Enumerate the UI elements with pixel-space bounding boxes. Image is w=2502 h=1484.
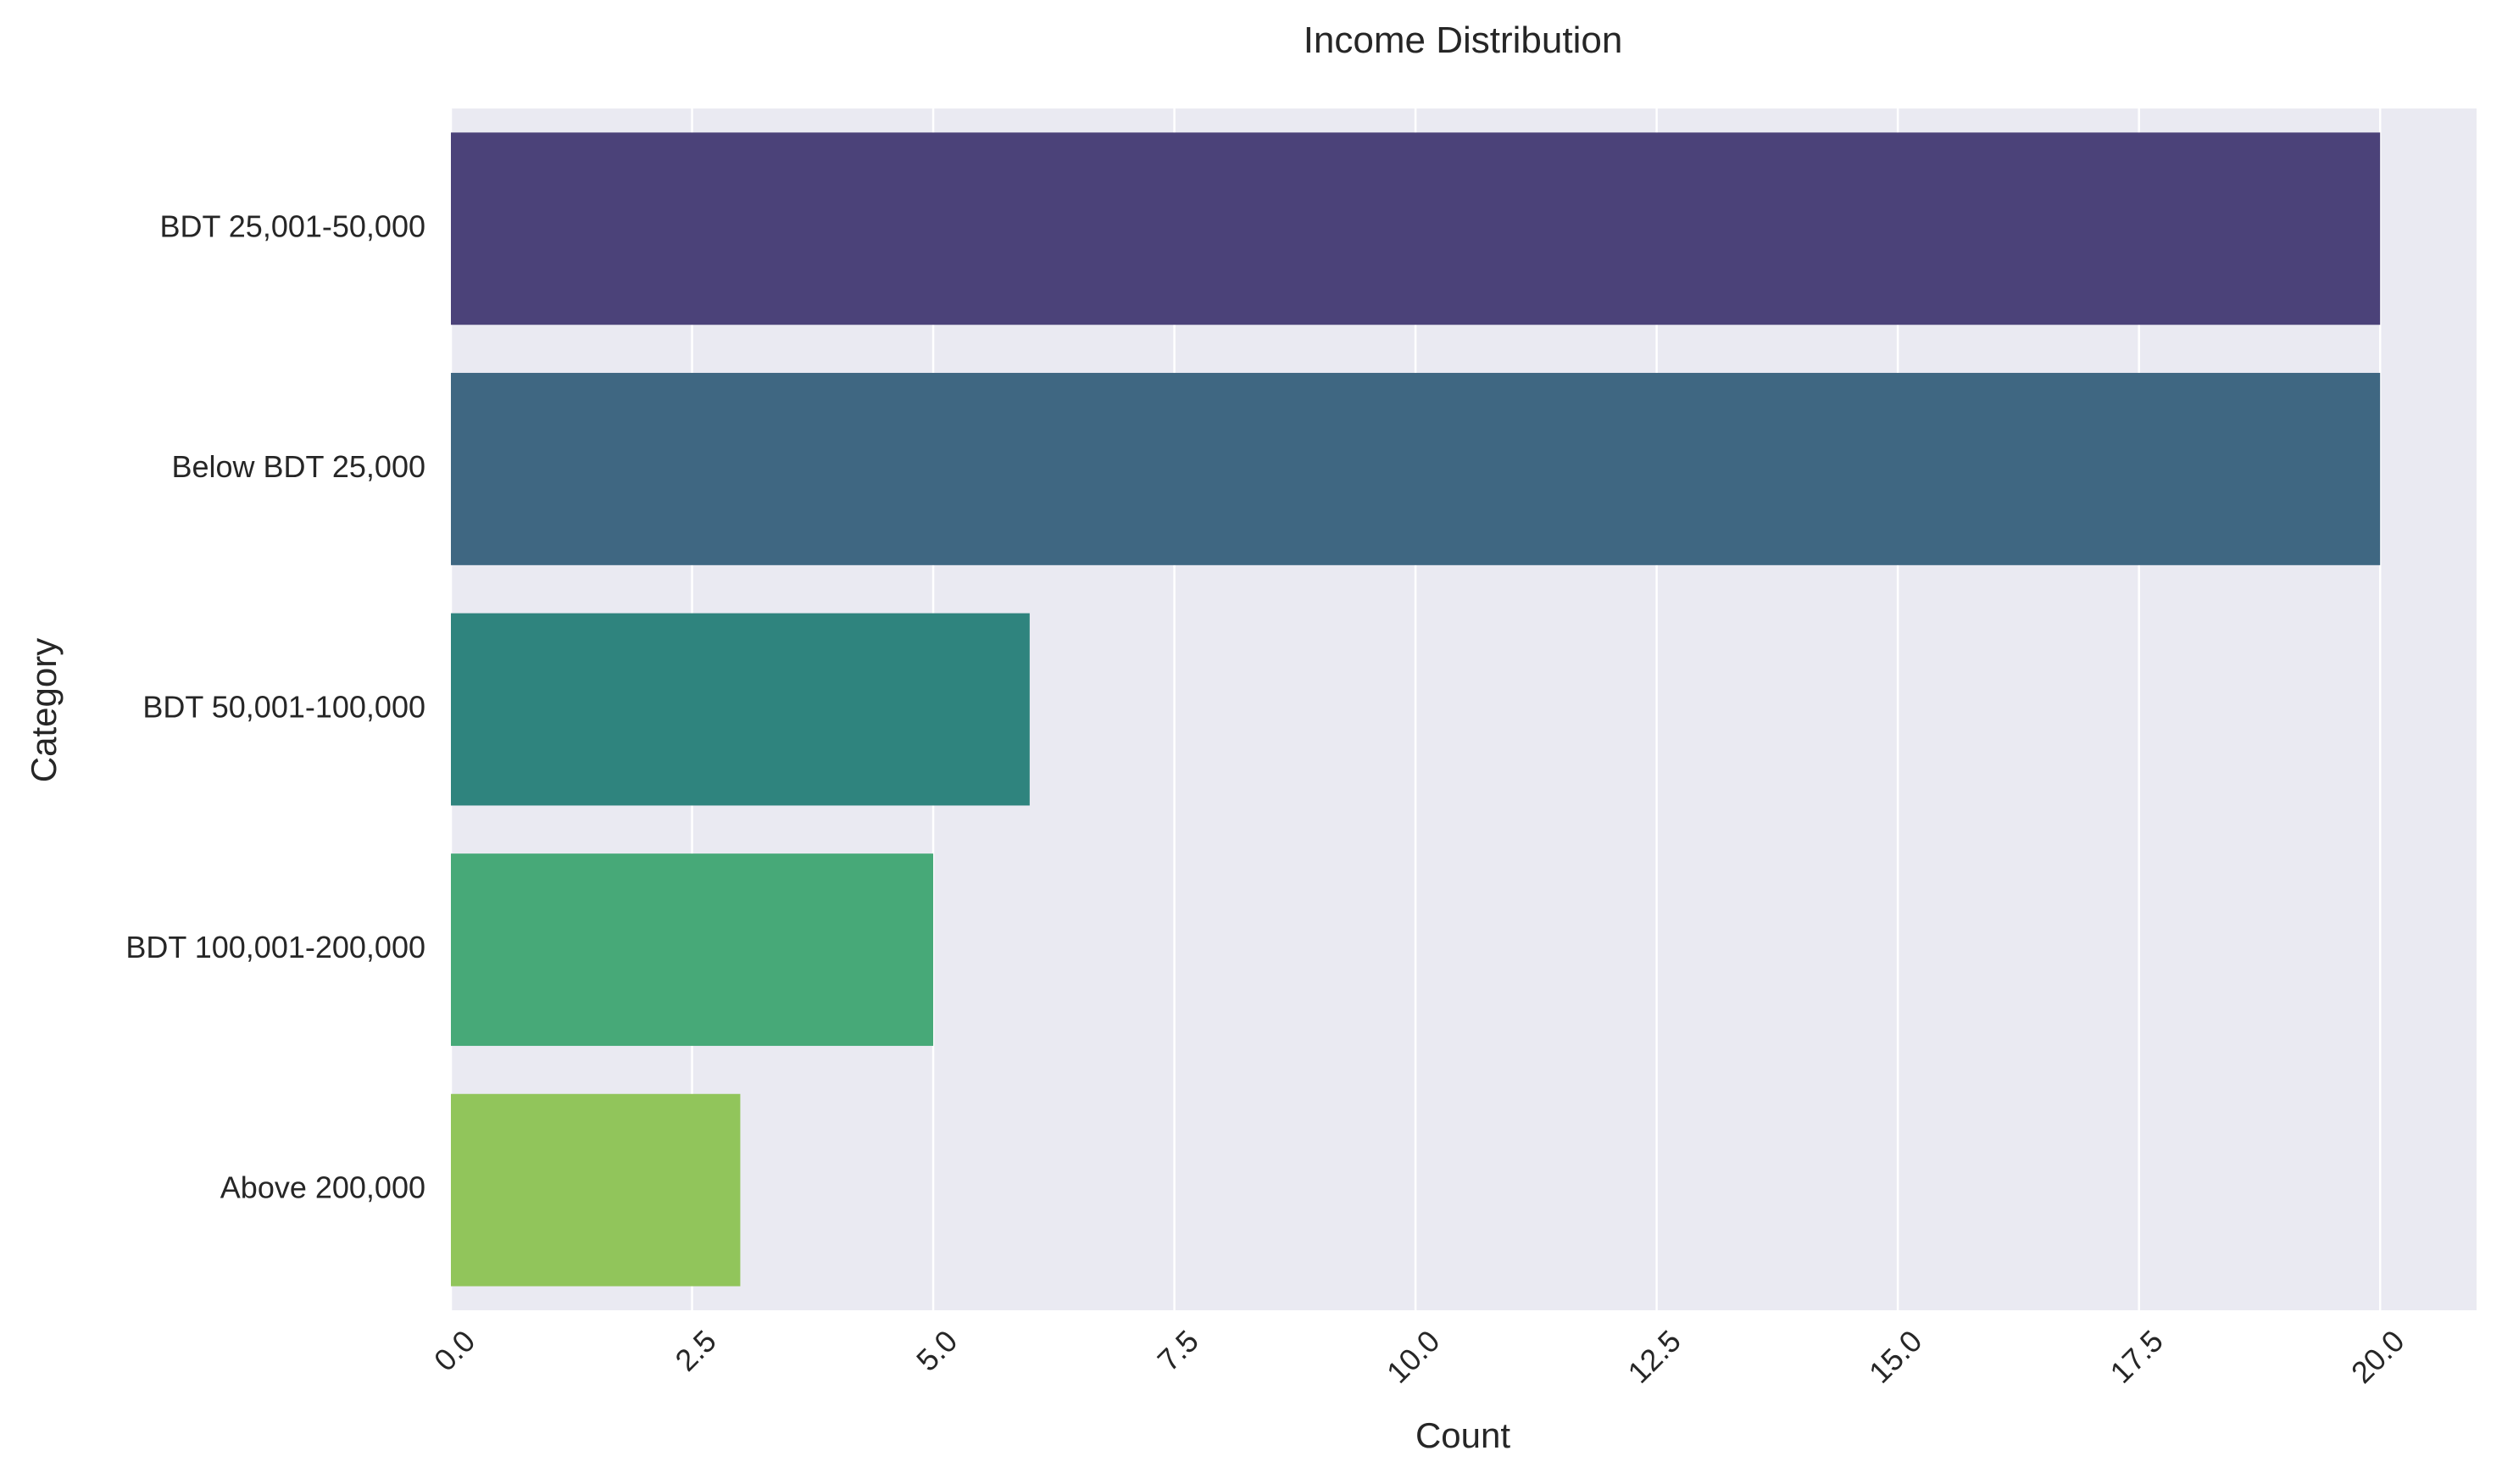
category-label: BDT 100,001-200,000 xyxy=(125,930,425,964)
x-tick-label: 17.5 xyxy=(2103,1323,2170,1390)
category-labels: BDT 25,001-50,000 Below BDT 25,000 BDT 50,… xyxy=(125,208,425,1204)
bar xyxy=(451,132,2381,325)
x-tick-label: 2.5 xyxy=(668,1323,722,1377)
category-label: Below BDT 25,000 xyxy=(171,449,425,484)
category-label: BDT 50,001-100,000 xyxy=(142,690,425,725)
x-tick-label: 7.5 xyxy=(1151,1323,1205,1377)
bar xyxy=(451,1093,741,1287)
x-tick-label: 12.5 xyxy=(1621,1323,1687,1390)
x-tick-label: 0.0 xyxy=(427,1323,481,1377)
x-tick-label: 20.0 xyxy=(2344,1323,2411,1390)
category-label: BDT 25,001-50,000 xyxy=(159,208,425,243)
bar xyxy=(451,613,1030,806)
category-label: Above 200,000 xyxy=(220,1170,425,1205)
y-axis-label: Category xyxy=(24,638,64,782)
bars xyxy=(451,132,2381,1287)
x-axis-label: Count xyxy=(1415,1415,1510,1455)
x-tick-label: 5.0 xyxy=(909,1323,964,1377)
bar xyxy=(451,853,934,1047)
chart-title: Income Distribution xyxy=(1304,19,1623,61)
bar xyxy=(451,372,2381,565)
x-tick-labels: 0.0 2.5 5.0 7.5 10.0 12.5 15.0 17.5 20.0 xyxy=(427,1323,2411,1390)
x-tick-label: 10.0 xyxy=(1380,1323,1447,1390)
x-tick-label: 15.0 xyxy=(1862,1323,1929,1390)
